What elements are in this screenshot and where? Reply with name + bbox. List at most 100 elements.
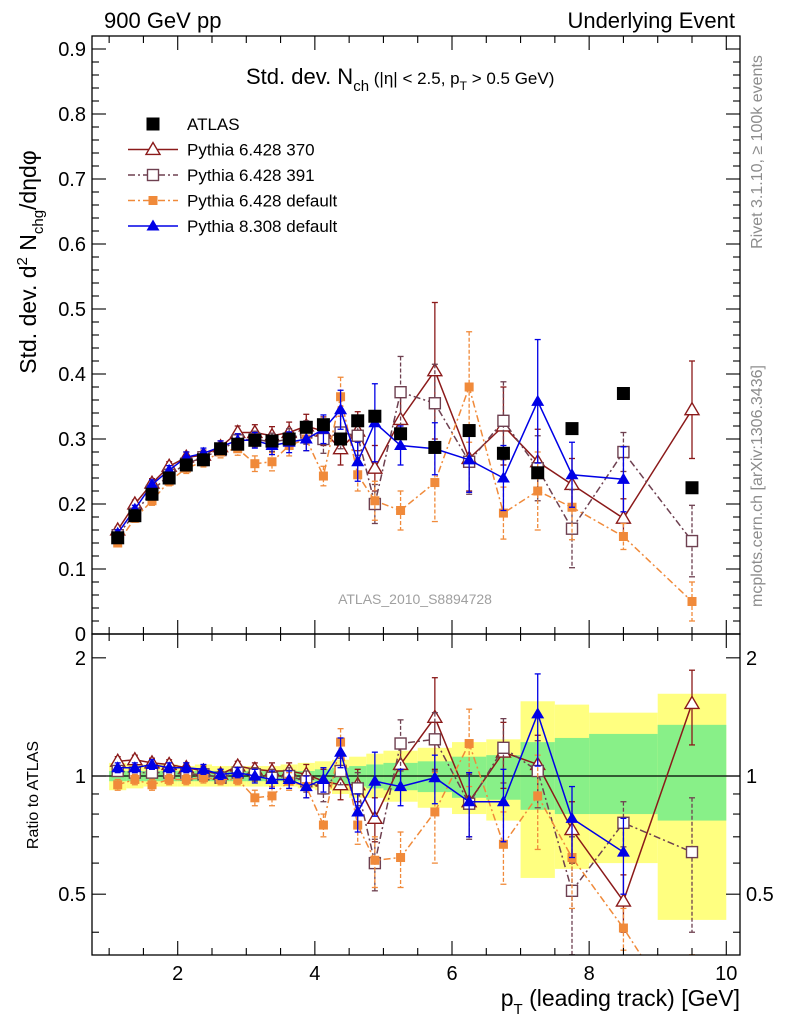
legend-label: Pythia 6.428 370 xyxy=(187,141,315,160)
main-1-point xyxy=(615,509,632,524)
main-0-point xyxy=(351,414,365,428)
x-axis-label: pT (leading track) [GeV] xyxy=(501,985,740,1018)
ratio-3-point xyxy=(111,761,125,773)
main-0-point xyxy=(462,424,476,438)
main-y-tick-label: 0.5 xyxy=(58,299,86,321)
ratio-3-point xyxy=(145,757,159,770)
main-3-point xyxy=(430,478,440,488)
main-4-point xyxy=(616,472,630,484)
main-2-point xyxy=(428,397,442,410)
main-y-tick-label: 0.3 xyxy=(58,429,86,451)
main-1-series xyxy=(109,301,701,539)
x-tick-label: 8 xyxy=(584,963,595,985)
ratio-3-point xyxy=(531,707,545,719)
main-0-point xyxy=(368,409,382,423)
ratio-2-point xyxy=(318,820,328,830)
main-0-point xyxy=(196,453,210,467)
analysis-label: ATLAS_2010_S8894728 xyxy=(338,591,492,607)
main-1-point xyxy=(366,459,384,474)
ratio-y-tick-label-right: 0.5 xyxy=(746,884,774,906)
legend-marker xyxy=(146,117,160,131)
main-y-axis-label: Std. dev. d2 Nchg/dηdφ xyxy=(14,150,47,373)
x-tick-label: 6 xyxy=(446,963,457,985)
legend: ATLAS Pythia 6.428 370 Pythia 6.428 391 Pyt… xyxy=(128,115,338,236)
ratio-2-point xyxy=(164,774,174,784)
legend-entry: Pythia 8.308 default xyxy=(128,217,338,236)
ratio-3-point xyxy=(231,766,245,778)
ratio-1-point xyxy=(394,737,407,750)
ratio-3-point xyxy=(565,811,579,823)
ratio-3-point xyxy=(248,769,262,781)
main-0-point xyxy=(111,531,125,545)
ratio-y-axis-label: Ratio to ATLAS xyxy=(25,741,42,849)
main-0-point xyxy=(162,471,176,485)
main-y-tick-label: 0 xyxy=(75,624,86,646)
legend-label: Pythia 8.308 default xyxy=(187,217,338,236)
main-4-point xyxy=(145,478,159,490)
main-0-point xyxy=(565,422,579,436)
ratio-2-point xyxy=(130,774,140,784)
main-2-point xyxy=(685,534,699,548)
plot-title: Std. dev. Nch (|η| < 2.5, pT > 0.5 GeV) xyxy=(246,64,554,95)
main-0-point xyxy=(496,446,510,460)
main-3-point xyxy=(533,486,543,496)
ratio-y-tick-label: 2 xyxy=(75,648,86,670)
ratio-3-series xyxy=(111,673,630,895)
main-0-point xyxy=(231,437,245,451)
ratio-3-point xyxy=(334,745,348,757)
ratio-2-point xyxy=(396,853,406,863)
ratio-2-line xyxy=(117,741,642,955)
ratio-3-point xyxy=(299,780,313,792)
ratio-3-point xyxy=(214,767,228,779)
ratio-y-tick-label-right: 1 xyxy=(746,766,757,788)
main-3-series xyxy=(113,331,697,622)
main-0-point xyxy=(128,509,142,523)
ratio-2-point xyxy=(267,791,277,801)
main-2-point xyxy=(351,429,364,442)
ratio-2-point xyxy=(147,780,157,790)
main-y-tick-label: 0.1 xyxy=(58,559,86,581)
main-1-point xyxy=(683,401,701,416)
ratio-3-point xyxy=(496,795,510,807)
main-series-layer xyxy=(109,301,701,622)
x-tick-label: 10 xyxy=(715,963,737,985)
ratio-3-point xyxy=(162,761,176,773)
ratio-2-point xyxy=(430,807,440,817)
main-3-point xyxy=(498,508,508,518)
main-4-point xyxy=(496,471,510,483)
ratio-2-point xyxy=(250,793,260,803)
main-0-point xyxy=(428,440,442,454)
main-3-line xyxy=(117,384,693,603)
ratio-0-point xyxy=(683,695,701,710)
ratio-3-point xyxy=(428,771,442,783)
main-0-point xyxy=(531,466,545,480)
legend-marker xyxy=(146,219,160,231)
ratio-2-point xyxy=(198,773,208,783)
band-inner-segment xyxy=(589,733,658,815)
legend-marker xyxy=(146,168,160,182)
main-0-point xyxy=(265,434,279,448)
main-y-tick-label: 0.7 xyxy=(58,169,86,191)
main-3-point xyxy=(370,496,380,506)
ratio-3-point xyxy=(616,845,630,857)
ratio-0-point xyxy=(366,809,384,824)
main-4-point xyxy=(299,432,313,444)
main-3-point xyxy=(687,597,697,606)
ratio-1-point xyxy=(685,845,699,859)
main-3-point xyxy=(267,457,277,467)
main-0-point xyxy=(685,481,699,495)
main-4-point xyxy=(334,403,348,415)
legend-label: Pythia 6.428 default xyxy=(187,192,338,211)
ratio-2-point xyxy=(464,739,474,749)
main-0-point xyxy=(248,433,262,447)
main-0-point xyxy=(394,427,408,441)
ratio-3-point xyxy=(394,780,408,792)
main-0-point xyxy=(334,432,348,446)
main-3-point xyxy=(618,532,628,541)
main-0-point xyxy=(214,442,228,456)
main-y-tick-label: 0.2 xyxy=(58,494,86,516)
main-2-series xyxy=(111,355,699,578)
ratio-3-point xyxy=(316,772,330,785)
ratio-3-point xyxy=(282,772,296,785)
